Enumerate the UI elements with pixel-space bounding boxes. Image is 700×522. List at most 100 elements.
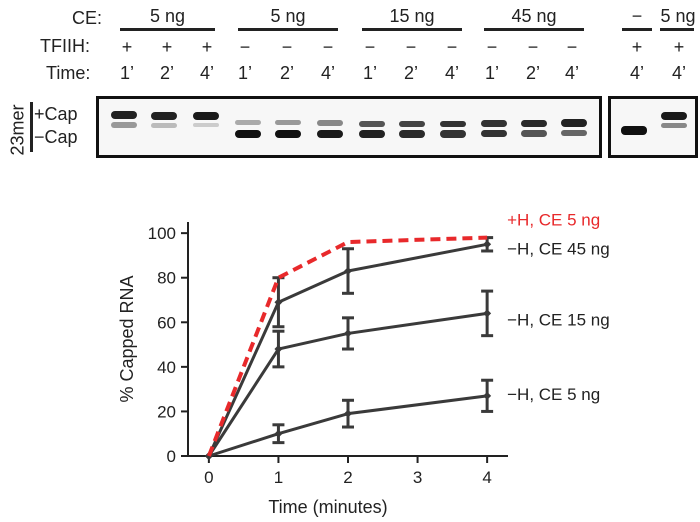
gel-band <box>521 130 547 137</box>
group-4-tfiih: − <box>527 37 539 57</box>
control-2-ce: 5 ng <box>660 6 696 26</box>
group-2-tfiih: − <box>281 37 293 57</box>
group-4-time: 1’ <box>484 63 499 83</box>
series-line-1 <box>207 242 488 457</box>
gel-band <box>521 120 547 127</box>
gel-band <box>235 130 261 138</box>
gel-band <box>275 130 301 138</box>
control-1-line <box>622 28 652 31</box>
series-line-2 <box>207 311 488 457</box>
y-tick-label: 0 <box>167 447 176 466</box>
gel-band <box>481 120 507 127</box>
group-1-time: 1’ <box>119 63 134 83</box>
series-label: −H, CE 15 ng <box>507 310 610 329</box>
group-2-time: 4’ <box>320 63 335 83</box>
y-tick-label: 100 <box>148 224 176 243</box>
data-point <box>483 309 492 318</box>
group-2-ce: 5 ng <box>270 6 306 26</box>
x-tick-label: 1 <box>274 468 283 487</box>
gel-band <box>317 130 343 138</box>
group-1-ce: 5 ng <box>149 6 186 26</box>
series-label: −H, CE 45 ng <box>507 239 610 258</box>
gel-controls <box>608 96 698 158</box>
gel-band <box>111 122 137 128</box>
y-tick-label: 60 <box>157 313 176 332</box>
gel-band <box>399 121 425 127</box>
x-axis-label: Time (minutes) <box>268 497 387 517</box>
gel-band <box>193 112 219 120</box>
group-3-tfiih: − <box>446 37 458 57</box>
gel-band <box>111 111 137 119</box>
control-2-tfiih: + <box>673 37 685 57</box>
group-4-tfiih: − <box>566 37 578 57</box>
x-tick-label: 2 <box>343 468 352 487</box>
gel-band <box>399 130 425 138</box>
gel-band <box>440 130 466 138</box>
control-2-time: 4’ <box>671 63 686 83</box>
gel-band <box>561 130 587 136</box>
group-1-time: 4’ <box>199 63 214 83</box>
group-2-time: 1’ <box>237 63 252 83</box>
group-2-line <box>238 28 338 31</box>
data-point <box>483 240 492 249</box>
group-3-tfiih: − <box>405 37 417 57</box>
control-1-ce: − <box>631 6 643 26</box>
y-axis-label: % Capped RNA <box>117 275 137 402</box>
row-label-tfiih: TFIIH: <box>40 36 90 56</box>
y-tick-label: 40 <box>157 358 176 377</box>
group-4-line <box>484 28 584 31</box>
group-4-time: 4’ <box>564 63 579 83</box>
data-point <box>274 429 283 438</box>
gel-band <box>235 120 261 125</box>
group-1-line <box>120 28 215 31</box>
gel-band <box>359 121 385 127</box>
gel-main <box>96 96 602 158</box>
series-label: −H, CE 5 ng <box>507 385 600 404</box>
gel-band <box>151 112 177 120</box>
data-point <box>274 345 283 354</box>
control-1-time: 4’ <box>629 63 644 83</box>
gel-label-minus-cap: −Cap <box>34 127 78 147</box>
group-3-ce: 15 ng <box>389 6 435 26</box>
y-tick-label: 80 <box>157 269 176 288</box>
group-3-tfiih: − <box>364 37 376 57</box>
group-4-time: 2’ <box>525 63 540 83</box>
gel-band <box>561 119 587 127</box>
control-1-tfiih: + <box>631 37 643 57</box>
gel-band <box>481 130 507 137</box>
gel-band <box>661 123 687 128</box>
group-1-time: 2’ <box>159 63 174 83</box>
x-tick-label: 3 <box>413 468 422 487</box>
gel-band <box>193 123 219 127</box>
gel-band <box>151 123 177 128</box>
group-2-tfiih: − <box>322 37 334 57</box>
series-line-3 <box>208 394 488 458</box>
y-tick-label: 20 <box>157 402 176 421</box>
group-4-ce: 45 ng <box>511 6 557 26</box>
group-1-tfiih: + <box>161 37 173 57</box>
group-3-time: 2’ <box>403 63 418 83</box>
data-point <box>344 267 352 276</box>
gel-band <box>621 126 647 135</box>
gel-band <box>317 120 343 126</box>
gel-bracket <box>30 102 33 152</box>
x-tick-label: 0 <box>204 468 213 487</box>
control-2-line <box>660 28 694 31</box>
group-1-tfiih: + <box>201 37 213 57</box>
gel-band <box>275 120 301 125</box>
row-label-ce: CE: <box>72 8 103 28</box>
row-label-time: Time: <box>46 63 91 83</box>
data-point <box>274 298 283 307</box>
gel-band <box>661 112 687 120</box>
group-2-time: 2’ <box>279 63 294 83</box>
gel-band <box>359 130 385 138</box>
data-point <box>344 329 352 338</box>
group-3-time: 4’ <box>444 63 459 83</box>
group-3-line <box>362 28 462 31</box>
group-4-tfiih: − <box>486 37 498 57</box>
group-1-tfiih: + <box>121 37 133 57</box>
data-point <box>483 391 492 400</box>
x-tick-label: 4 <box>482 468 491 487</box>
gel-band <box>440 121 466 127</box>
